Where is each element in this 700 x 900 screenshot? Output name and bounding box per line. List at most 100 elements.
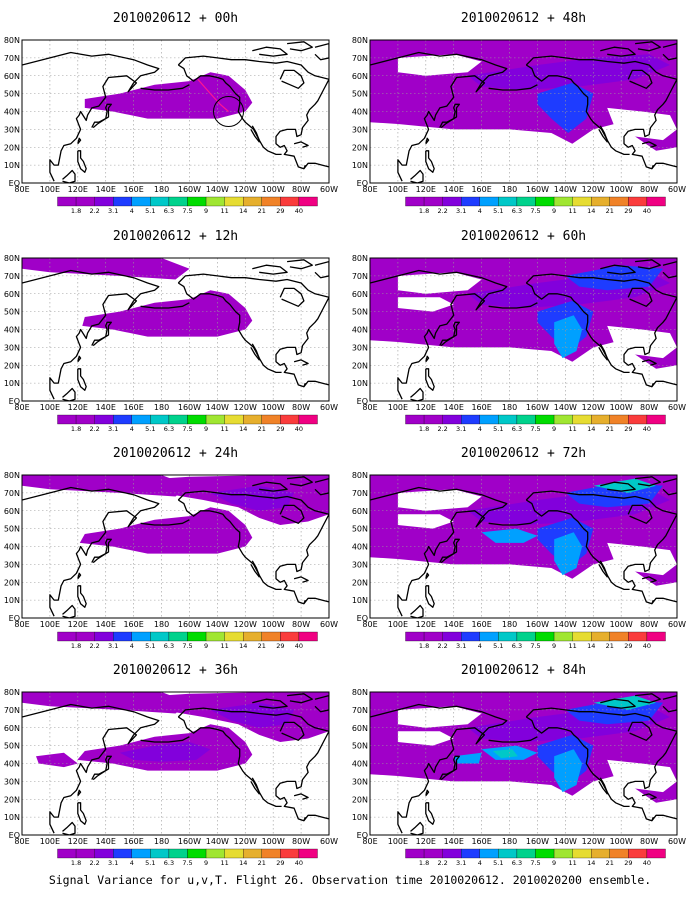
colorbar-swatch <box>498 631 518 642</box>
colorbar-swatch <box>553 848 573 859</box>
lon-tick-label: 100E <box>40 837 60 846</box>
flight-track <box>197 78 229 112</box>
lat-tick-label: EQ <box>357 614 368 623</box>
coastline <box>287 476 313 487</box>
lon-tick-label: 120W <box>234 185 257 194</box>
lon-tick-label: 160E <box>471 837 491 846</box>
colorbar-swatch <box>261 848 281 859</box>
coastline <box>250 560 260 578</box>
low-variance-area <box>397 514 454 529</box>
map-panel-p00: 2010020612 + 00h 80N 70N 60N 50N 40N 30N 20N 10N… <box>4 11 338 215</box>
colorbar: 1.8 2.2 3.1 4 5.1 6.3 7.5 9 11 14 21 29 40 <box>405 196 666 215</box>
colorbar-swatch <box>591 848 610 859</box>
coastline <box>177 64 282 156</box>
colorbar-label: 7.5 <box>182 859 192 867</box>
coastline <box>488 84 538 91</box>
variance-shading <box>593 478 657 493</box>
lat-tick-label: 50N <box>4 525 20 534</box>
lat-tick-label: 30N <box>4 777 20 786</box>
coastline <box>250 777 260 795</box>
colorbar-swatch <box>168 414 188 425</box>
lat-tick-label: 30N <box>352 343 368 352</box>
colorbar-label: 5.1 <box>493 859 503 867</box>
low-variance-area <box>397 272 482 294</box>
lat-tick-label: 60N <box>352 290 368 299</box>
colorbar: 1.8 2.2 3.1 4 5.1 6.3 7.5 9 11 14 21 29 40 <box>57 414 318 433</box>
lat-tick-label: 30N <box>352 125 368 134</box>
coastline <box>140 736 190 743</box>
lon-tick-label: 180 <box>502 185 517 194</box>
lat-tick-label: 80N <box>4 36 20 45</box>
coastline <box>77 789 82 797</box>
lon-tick-label: 80E <box>362 403 377 412</box>
lat-tick-label: 80N <box>4 471 20 480</box>
low-variance-area <box>607 107 677 141</box>
lat-tick-label: 80N <box>352 471 368 480</box>
colorbar-label: 6.3 <box>164 642 174 650</box>
colorbar-label: 1.8 <box>419 425 429 433</box>
colorbar-label: 14 <box>587 642 595 650</box>
coastline <box>662 694 677 713</box>
colorbar-label: 4 <box>130 859 134 867</box>
colorbar-swatch <box>442 414 462 425</box>
colorbar-swatch <box>224 631 244 642</box>
lon-tick-label: 100E <box>40 403 60 412</box>
colorbar-label: 3.1 <box>456 425 466 433</box>
colorbar-label: 2.2 <box>437 207 447 215</box>
lon-tick-label: 100E <box>388 620 408 629</box>
lon-tick-label: 160W <box>526 620 549 629</box>
lon-tick-label: 80W <box>640 403 658 412</box>
colorbar-label: 6.3 <box>164 859 174 867</box>
colorbar-swatch <box>572 196 592 207</box>
lat-tick-label: 40N <box>4 108 20 117</box>
lat-tick-label: 60N <box>4 290 20 299</box>
coastline <box>425 572 430 580</box>
coastline <box>252 481 288 492</box>
lon-tick-label: 180 <box>502 837 517 846</box>
lon-tick-label: 80E <box>14 837 29 846</box>
colorbar-label: 7.5 <box>182 425 192 433</box>
colorbar-label: 5.1 <box>145 642 155 650</box>
lat-tick-label: 10N <box>352 596 368 605</box>
colorbar-label: 5.1 <box>493 425 503 433</box>
panel-title: 2010020612 + 12h <box>113 229 238 244</box>
panel-title: 2010020612 + 36h <box>113 663 238 678</box>
coastline <box>410 821 424 835</box>
colorbar-swatch <box>150 414 170 425</box>
colorbar-label: 4 <box>478 207 482 215</box>
colorbar-swatch <box>535 848 555 859</box>
coastline <box>287 259 313 270</box>
colorbar-label: 14 <box>587 859 595 867</box>
coastline <box>287 41 313 52</box>
colorbar-swatch <box>94 196 114 207</box>
lat-tick-label: 80N <box>4 254 20 263</box>
colorbar-swatch <box>298 414 318 425</box>
colorbar-swatch <box>423 414 443 425</box>
coastline <box>62 604 76 618</box>
coastline <box>525 707 677 822</box>
colorbar-swatch <box>298 848 318 859</box>
colorbar-label: 29 <box>624 207 632 215</box>
map-panel-p24: 2010020612 + 24h 80N 70N 60N 50N 40N 30N 20N 10N… <box>4 446 338 650</box>
map-panel-p72: 2010020612 + 72h 80N 70N 60N 50N 40N 30N 20N 10N… <box>352 446 686 650</box>
variance-shading <box>84 72 253 119</box>
lon-tick-label: 120E <box>68 403 88 412</box>
lon-tick-label: 100W <box>610 837 633 846</box>
colorbar-label: 1.8 <box>419 642 429 650</box>
lon-tick-label: 120E <box>416 837 436 846</box>
lat-tick-label: 70N <box>4 272 20 281</box>
colorbar-swatch <box>150 196 170 207</box>
colorbar-label: 40 <box>643 207 651 215</box>
coastline <box>287 693 313 704</box>
colorbar-swatch <box>75 631 95 642</box>
lat-tick-label: 10N <box>4 813 20 822</box>
lon-tick-label: 80W <box>640 620 658 629</box>
colorbar-label: 9 <box>204 642 208 650</box>
colorbar-swatch <box>572 848 592 859</box>
lon-tick-label: 120E <box>68 185 88 194</box>
colorbar-label: 14 <box>239 425 247 433</box>
colorbar-label: 40 <box>643 425 651 433</box>
colorbar-swatch <box>553 414 573 425</box>
lon-tick-label: 100W <box>262 620 285 629</box>
coastline <box>439 755 460 781</box>
